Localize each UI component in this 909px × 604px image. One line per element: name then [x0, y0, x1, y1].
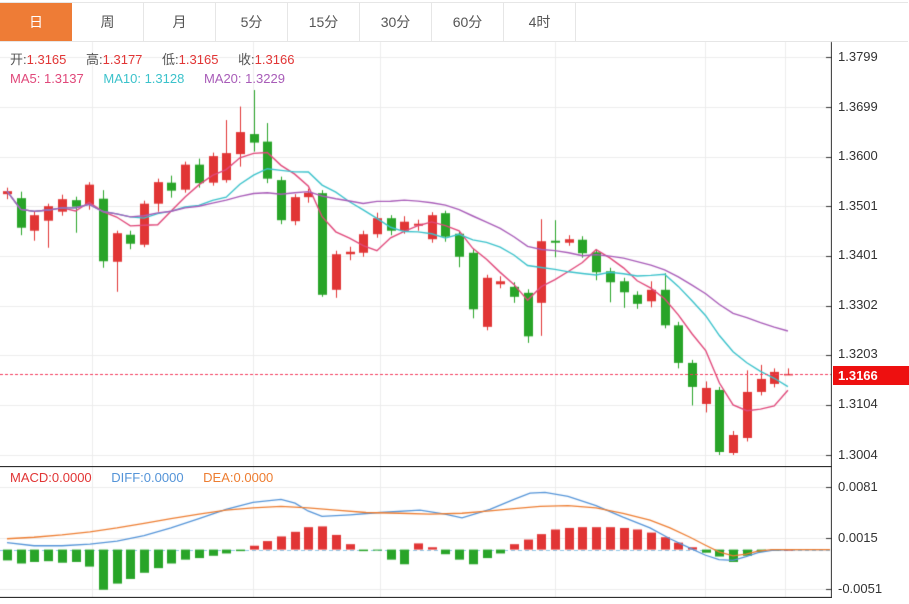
- tab-5min[interactable]: 5分: [216, 3, 288, 41]
- price-tick: 1.3401: [838, 247, 878, 262]
- tab-month[interactable]: 月: [144, 3, 216, 41]
- low-label: 低:: [162, 52, 179, 67]
- macd-tick: -0.0051: [838, 581, 883, 596]
- close-value: 1.3166: [254, 52, 295, 67]
- macd-label: MACD:: [10, 470, 52, 485]
- macd-tick: 0.0015: [838, 530, 878, 545]
- ma10-value: 1.3128: [144, 71, 185, 86]
- ma20-label: MA20:: [203, 71, 242, 86]
- period-tabbar: 日 周 月 5分 15分 30分 60分 4时: [0, 2, 908, 42]
- high-label: 高:: [86, 52, 103, 67]
- macd-chart[interactable]: [0, 466, 832, 598]
- price-tick: 1.3004: [838, 447, 878, 462]
- dea-value: 0.0000: [233, 470, 274, 485]
- macd-value: 0.0000: [51, 470, 92, 485]
- tab-15min[interactable]: 15分: [288, 3, 360, 41]
- ma20-value: 1.3229: [245, 71, 285, 86]
- high-value: 1.3177: [102, 52, 143, 67]
- ma5-value: 1.3137: [43, 71, 84, 86]
- last-price-badge: 1.3166: [833, 366, 909, 385]
- tab-60min[interactable]: 60分: [432, 3, 504, 41]
- price-tick: 1.3302: [838, 297, 878, 312]
- diff-value: 0.0000: [143, 470, 184, 485]
- ma10-label: MA10:: [103, 71, 141, 86]
- price-tick: 1.3699: [838, 99, 878, 114]
- price-tick: 1.3501: [838, 198, 878, 213]
- price-tick: 1.3600: [838, 148, 878, 163]
- ohlc-legend: 开:1.3165 高:1.3177 低:1.3165 收:1.3166: [10, 49, 310, 68]
- close-label: 收:: [238, 52, 255, 67]
- low-value: 1.3165: [178, 52, 219, 67]
- dea-label: DEA:: [203, 470, 234, 485]
- price-tick: 1.3799: [838, 49, 878, 64]
- tab-4hour[interactable]: 4时: [504, 3, 576, 41]
- tab-30min[interactable]: 30分: [360, 3, 432, 41]
- open-label: 开:: [10, 52, 27, 67]
- macd-legend: MACD:0.0000 DIFF:0.0000 DEA:0.0000: [10, 470, 289, 485]
- open-value: 1.3165: [26, 52, 67, 67]
- tab-week[interactable]: 周: [72, 3, 144, 41]
- diff-label: DIFF:: [111, 470, 144, 485]
- price-tick: 1.3104: [838, 396, 878, 411]
- macd-tick: 0.0081: [838, 479, 878, 494]
- ma5-label: MA5:: [10, 71, 41, 86]
- price-tick: 1.3203: [838, 346, 878, 361]
- tab-day[interactable]: 日: [0, 3, 72, 41]
- ma-legend: MA5: 1.3137 MA10: 1.3128 MA20: 1.3229: [10, 71, 301, 86]
- candlestick-chart[interactable]: [0, 40, 832, 466]
